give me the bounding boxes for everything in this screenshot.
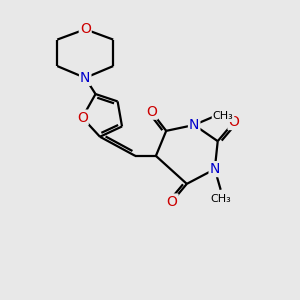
Text: N: N bbox=[80, 71, 90, 85]
Text: O: O bbox=[146, 105, 157, 119]
Text: O: O bbox=[80, 22, 91, 36]
Text: O: O bbox=[167, 194, 178, 208]
Text: N: N bbox=[189, 118, 200, 132]
Text: CH₃: CH₃ bbox=[210, 194, 231, 204]
Text: CH₃: CH₃ bbox=[213, 111, 233, 121]
Text: O: O bbox=[229, 115, 239, 129]
Text: O: O bbox=[77, 111, 88, 124]
Text: N: N bbox=[210, 162, 220, 176]
